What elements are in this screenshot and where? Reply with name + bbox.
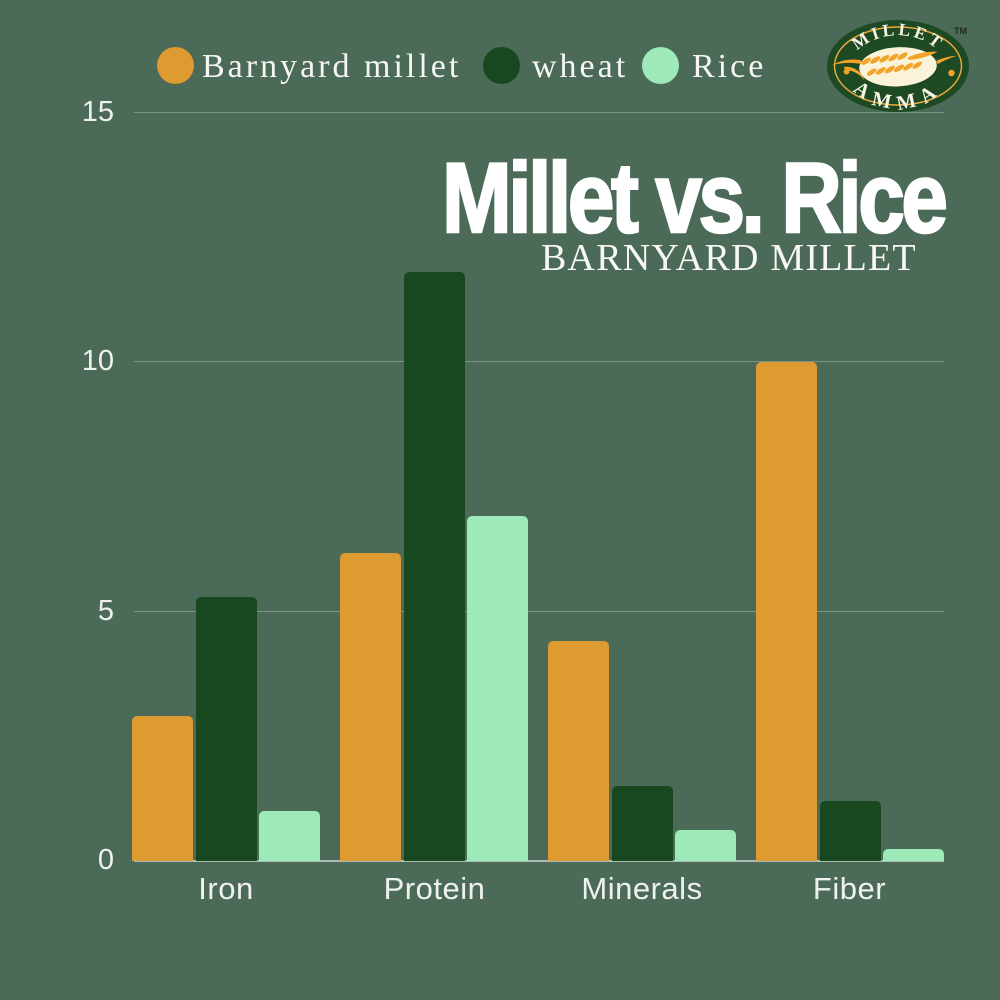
svg-text:TM: TM xyxy=(954,26,967,36)
